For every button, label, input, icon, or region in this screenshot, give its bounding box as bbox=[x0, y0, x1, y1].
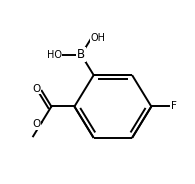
Text: F: F bbox=[171, 102, 177, 112]
Text: O: O bbox=[32, 84, 41, 94]
Text: B: B bbox=[77, 48, 85, 61]
Text: O: O bbox=[32, 119, 41, 129]
Text: HO: HO bbox=[47, 50, 62, 60]
Text: OH: OH bbox=[90, 33, 105, 43]
